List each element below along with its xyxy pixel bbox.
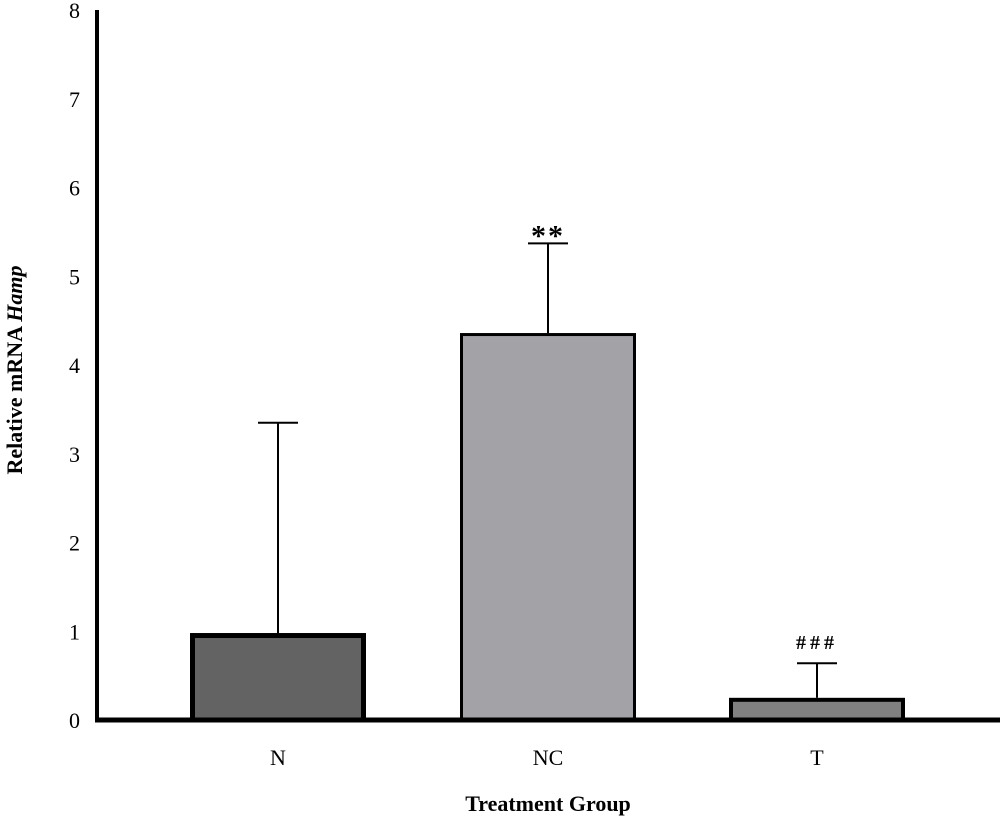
significance-annotation: **	[531, 219, 565, 252]
x-tick-label: N	[270, 745, 286, 770]
y-tick-label: 6	[69, 176, 80, 201]
y-axis-label: Relative mRNA Hamp	[2, 266, 27, 475]
x-axis-label: Treatment Group	[465, 791, 631, 816]
x-tick-label: NC	[533, 745, 564, 770]
y-tick-label: 1	[69, 619, 80, 644]
bar-n	[190, 633, 366, 723]
x-tick-label: T	[810, 745, 824, 770]
y-tick-label: 5	[69, 264, 80, 289]
y-tick-label: 0	[69, 708, 80, 733]
y-tick-label: 7	[69, 87, 80, 112]
y-tick-label: 4	[69, 353, 80, 378]
y-tick-label: 2	[69, 531, 80, 556]
bar-t	[729, 697, 905, 722]
significance-annotation: ###	[796, 632, 838, 654]
y-tick-label: 3	[69, 442, 80, 467]
y-tick-label: 8	[69, 0, 80, 23]
bar-nc	[460, 333, 636, 722]
